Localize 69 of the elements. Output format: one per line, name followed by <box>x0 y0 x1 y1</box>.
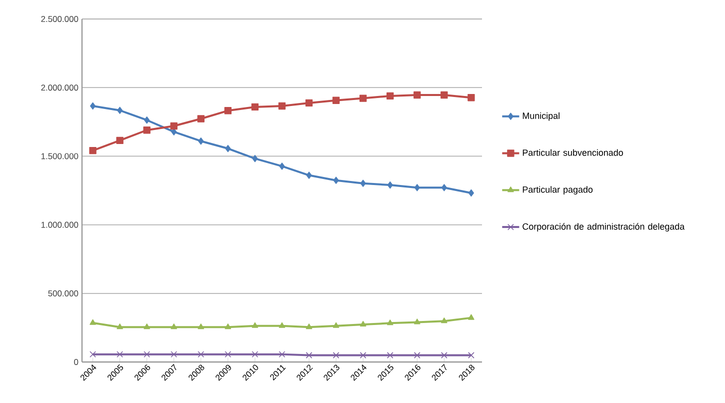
point <box>414 318 420 324</box>
y-tick-label: 500.000 <box>48 290 78 296</box>
point <box>252 154 258 162</box>
point <box>278 322 286 328</box>
point <box>224 351 232 358</box>
y-tick-label: 2.000.000 <box>41 84 78 91</box>
point <box>117 106 123 114</box>
point <box>224 107 232 114</box>
point <box>278 102 286 110</box>
legend-label: Corporación de administración delegada <box>522 223 685 232</box>
point <box>170 324 178 330</box>
y-tick-label: 1.000.000 <box>41 222 78 228</box>
legend-label: Particular pagado <box>522 186 593 194</box>
point <box>305 99 313 107</box>
point <box>116 136 124 144</box>
point <box>386 320 394 326</box>
point <box>251 103 259 111</box>
point <box>198 324 204 330</box>
point <box>332 322 340 328</box>
point <box>414 91 421 99</box>
point <box>116 324 123 330</box>
point <box>224 324 232 330</box>
point <box>468 94 475 102</box>
point <box>170 351 178 358</box>
point <box>144 351 150 358</box>
y-tick-label: 1.500.000 <box>41 153 78 160</box>
point <box>386 92 394 100</box>
point <box>360 320 366 327</box>
point <box>468 314 474 320</box>
point <box>332 96 340 104</box>
point <box>90 319 96 325</box>
point <box>440 352 448 358</box>
point <box>116 351 124 358</box>
point <box>197 115 205 122</box>
point <box>90 102 96 110</box>
y-tick-label: 2.500.000 <box>41 16 78 22</box>
point <box>360 180 366 187</box>
point <box>332 352 340 358</box>
point <box>170 122 178 130</box>
point <box>225 144 231 152</box>
point <box>440 91 448 99</box>
legend-label: Municipal <box>522 112 560 121</box>
point <box>359 94 367 102</box>
point <box>306 172 312 179</box>
point <box>468 352 474 358</box>
point <box>468 189 474 197</box>
point <box>252 351 258 358</box>
point <box>441 184 447 192</box>
point <box>252 322 258 328</box>
point <box>387 181 393 189</box>
y-tick-label: 0 <box>74 359 78 365</box>
point <box>360 352 366 358</box>
point <box>89 146 96 154</box>
legend-label: Particular subvencionado <box>522 149 623 156</box>
point <box>198 138 204 145</box>
point <box>414 184 420 192</box>
point <box>306 352 312 358</box>
point <box>333 176 339 184</box>
point <box>279 162 285 170</box>
point <box>143 126 150 134</box>
point <box>144 324 150 330</box>
point <box>90 351 96 358</box>
point <box>198 351 204 358</box>
point <box>414 352 420 358</box>
point <box>306 324 312 330</box>
point <box>441 318 448 324</box>
point <box>144 116 150 124</box>
point <box>278 351 286 358</box>
point <box>386 352 394 358</box>
